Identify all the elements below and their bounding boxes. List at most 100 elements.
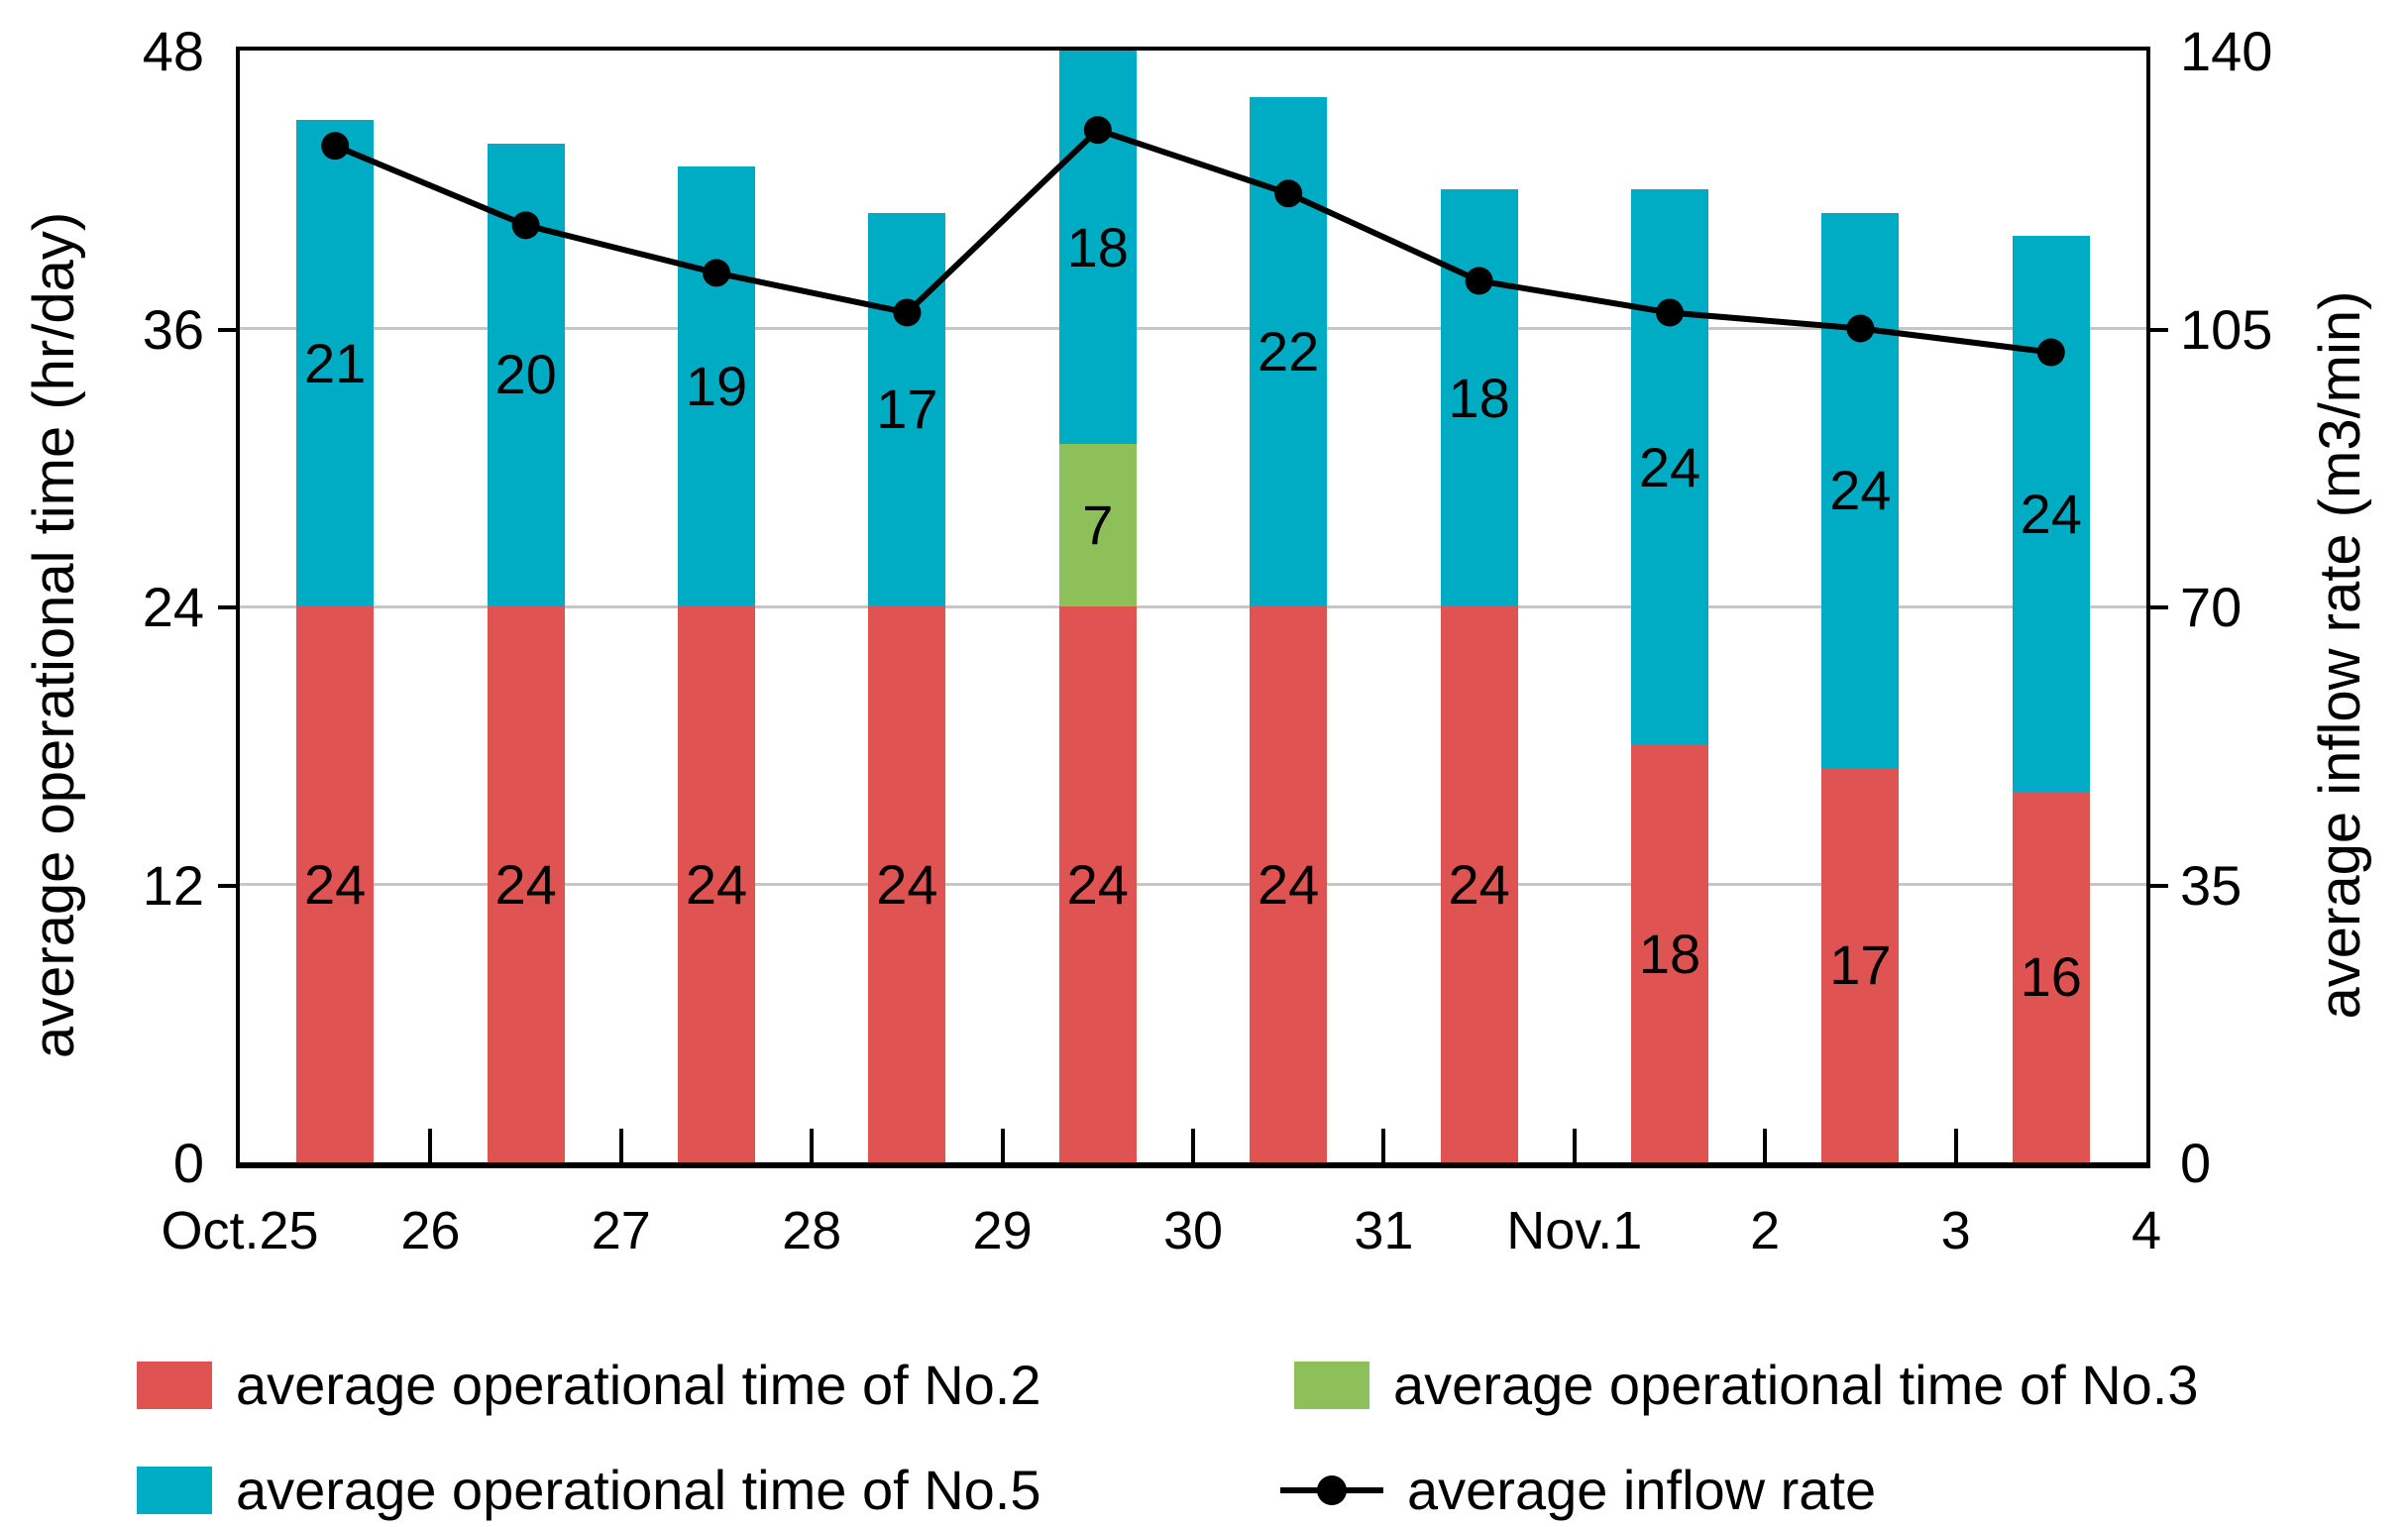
inflow-data-point [1274,179,1303,208]
no2-legend-swatch [137,1362,212,1409]
bar-value-label: 24 [304,852,367,916]
x-axis-date-label: 29 [972,1201,1033,1260]
bar-value-label: 24 [1829,459,1892,522]
right-axis-tick-label: 105 [2180,297,2273,361]
right-axis-tick [2150,605,2168,609]
no3-legend-swatch [1294,1362,1369,1409]
bar-segment [1058,444,1137,606]
x-axis-date-label: 28 [782,1201,842,1260]
inflow-data-point [703,259,730,287]
bar-segment [1250,606,1328,1162]
no3-legend-label: average operational time of No.3 [1393,1354,2199,1416]
bar-segment [296,606,375,1162]
no5-legend-swatch [137,1467,212,1514]
x-axis-tick [1000,1129,1005,1162]
x-axis-tick [1763,1129,1768,1162]
legend-item-no2: average operational time of No.2 [137,1356,1041,1415]
bar-value-label: 18 [1066,215,1129,278]
x-axis-date-label: 26 [400,1201,461,1260]
inflow-data-point [511,211,540,240]
x-axis-tick [810,1129,815,1162]
legend-item-no3: average operational time of No.3 [1294,1356,2199,1415]
bar-segment [2012,236,2090,792]
bar-value-label: 24 [685,852,748,916]
bar-segment [1058,606,1137,1162]
x-axis-date-label: 3 [1940,1201,1971,1260]
inflow-data-point [1846,314,1875,343]
inflow-data-point [1656,298,1684,327]
inflow-rate-line [321,116,2065,367]
bar-value-label: 20 [494,343,557,406]
bar-segment [1821,768,1900,1162]
bar-value-label: 24 [1066,852,1129,916]
bar-value-label: 24 [494,852,557,916]
gridline [240,327,2146,330]
x-axis-date-label: 27 [591,1201,651,1260]
right-axis-tick [2150,327,2168,332]
bar-segment [678,606,755,1162]
inflow-data-point [1083,116,1112,145]
bar-segment [2012,792,2090,1162]
left-axis-tick [218,327,236,332]
bar-segment [1440,606,1518,1162]
right-axis-tick-label: 70 [2180,576,2243,638]
legend-item-no5: average operational time of No.5 [137,1461,1041,1520]
bar-segment [1821,212,1900,769]
right-axis-title: average inflow rate (m3/min) [2308,290,2372,1020]
x-axis-tick [1572,1129,1577,1162]
gridline [240,604,2146,608]
right-axis-tick [2150,883,2168,888]
x-axis-date-label: 30 [1162,1201,1224,1260]
inflow-data-point [2036,338,2065,367]
x-axis-date-label: 4 [2131,1201,2162,1260]
left-axis-tick-label: 0 [172,1132,204,1194]
bar-segment [1440,189,1518,606]
right-axis-tick-label: 0 [2180,1132,2212,1194]
bar-value-label: 24 [1258,852,1320,916]
no2-legend-label: average operational time of No.2 [236,1354,1041,1416]
right-axis-tick-label: 35 [2180,853,2243,917]
left-axis-tick-label: 48 [142,20,204,82]
x-axis-tick [1953,1129,1958,1162]
gridline [240,883,2146,886]
left-axis-tick-label: 12 [142,853,204,917]
bar-value-label: 17 [876,378,938,441]
bar-value-label: 24 [2020,482,2082,545]
inflow-data-point [1465,267,1493,295]
x-axis-date-label: Oct.25 [161,1201,319,1260]
left-axis-tick-label: 36 [142,297,204,361]
bar-value-label: 7 [1082,493,1114,557]
plot-area: 24 21 24 20 24 19 24 17 24 7 18 24 22 24 18 18 24 17 24 16 2… [236,47,2150,1168]
left-axis-title: average operational time (hr/day) [22,211,86,1059]
left-axis-tick [218,605,236,609]
bar-value-label: 24 [876,852,938,916]
right-axis-tick-label: 140 [2180,20,2273,82]
x-axis-tick [618,1129,623,1162]
x-axis-date-label: 31 [1354,1201,1414,1260]
inflow-dot-marker-icon [1317,1475,1347,1505]
legend-item-inflow: average inflow rate [1280,1461,1876,1520]
left-axis-tick-label: 24 [142,576,204,638]
bar-value-label: 18 [1638,922,1701,985]
bar-segment [1631,189,1708,746]
inflow-line-marker-icon [1280,1475,1383,1505]
bar-value-label: 18 [1448,366,1510,429]
bar-segment [487,606,565,1162]
bar-segment [868,606,946,1162]
bar-value-label: 19 [685,354,748,417]
bar-segment [296,120,375,606]
inflow-legend-label: average inflow rate [1407,1459,1877,1521]
bar-value-label: 16 [2020,945,2082,1008]
left-axis-tick [218,883,236,888]
bar-value-label: 21 [304,331,367,394]
x-axis-tick [428,1129,433,1162]
inflow-data-point [321,132,350,161]
x-axis-tick [1191,1129,1195,1162]
bar-segment [868,212,946,606]
x-axis-tick [1381,1129,1386,1162]
inflow-data-point [893,298,922,327]
bar-value-label: 24 [1448,852,1510,916]
no5-legend-label: average operational time of No.5 [236,1459,1041,1521]
bar-segment [678,165,755,606]
